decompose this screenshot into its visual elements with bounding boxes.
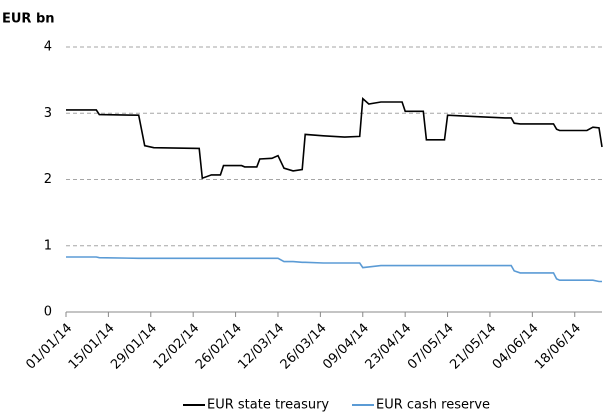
y-tick-label: 4 <box>44 40 52 55</box>
y-tick-label: 1 <box>44 238 52 253</box>
legend-label: EUR cash reserve <box>376 398 490 413</box>
series-line <box>66 256 602 283</box>
series-line <box>66 97 603 180</box>
y-axis-title: EUR bn <box>2 12 55 27</box>
legend-label: EUR state treasury <box>207 398 329 413</box>
y-tick-label: 2 <box>44 172 52 187</box>
y-tick-label: 0 <box>44 305 52 320</box>
y-tick-label: 3 <box>44 106 52 121</box>
x-tick-label: 18/06/14 <box>532 321 584 373</box>
